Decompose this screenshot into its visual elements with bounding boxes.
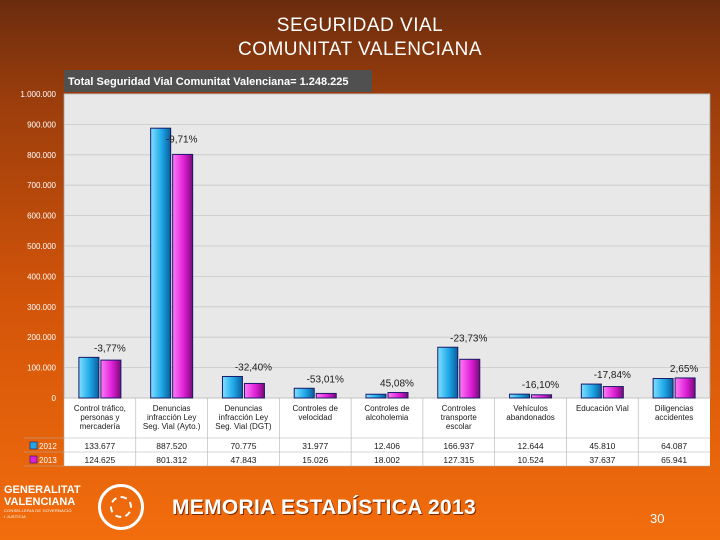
y-tick-label: 800.000 [27, 151, 56, 160]
x-category-label: Educación Vial [576, 404, 629, 413]
data-table-value: 70.775 [230, 441, 256, 451]
change-annotation: 45,08% [380, 379, 414, 390]
x-category-label: Controles de [364, 404, 410, 413]
bar-2012 [78, 356, 100, 399]
slide-title: SEGURIDAD VIAL COMUNITAT VALENCIANA [0, 14, 720, 62]
data-table-value: 64.087 [661, 441, 687, 451]
x-category-label: Controles [442, 404, 476, 413]
chart-title: Total Seguridad Vial Comunitat Valencian… [68, 76, 349, 88]
title-line-2: COMUNITAT VALENCIANA [237, 39, 482, 60]
page-number: 30 [650, 511, 665, 526]
x-category-label: Seg. Vial (Ayto.) [143, 422, 201, 431]
bar-2012 [365, 393, 387, 399]
logo-small-2: I JUSTÍCIA [4, 514, 27, 519]
bar-2013 [243, 382, 265, 399]
bar-2012 [509, 393, 531, 399]
bar-2013 [172, 153, 194, 399]
bar-2012 [652, 378, 674, 399]
x-category-label: personas y [80, 413, 119, 422]
data-table-value: 37.637 [589, 455, 615, 465]
x-category-label: escolar [446, 422, 472, 431]
y-tick-label: 0 [52, 394, 57, 403]
legend-swatch-2013 [29, 455, 38, 464]
x-category-label: velocidad [298, 413, 332, 422]
x-category-label: abandonados [506, 413, 555, 422]
change-annotation: -53,01% [307, 374, 344, 385]
data-table-value: 18.002 [374, 455, 400, 465]
y-tick-label: 200.000 [27, 333, 56, 342]
bar-2013 [100, 359, 122, 399]
data-table-value: 166.937 [443, 441, 474, 451]
bar-2012 [437, 346, 459, 399]
logo-text-1: GENERALITAT [4, 484, 81, 496]
y-tick-label: 100.000 [27, 364, 56, 373]
data-table-value: 12.644 [518, 441, 544, 451]
bar-2013 [674, 377, 696, 399]
x-category-label: Seg. Vial (DGT) [215, 422, 272, 431]
x-category-label: accidentes [655, 413, 693, 422]
y-tick-label: 600.000 [27, 212, 56, 221]
x-category-label: Control tráfico, [74, 404, 126, 413]
data-table-value: 12.406 [374, 441, 400, 451]
x-category-label: Diligencias [655, 404, 694, 413]
change-annotation: 2,65% [670, 364, 698, 375]
data-table-value: 887.520 [156, 441, 187, 451]
change-annotation: -17,84% [594, 370, 631, 381]
logo-small-1: CONSELLERIA DE GOVERNACIÓ [4, 508, 72, 513]
bar-chart: 0 100.000 200.000 300.000 400.000 500.000 600.… [0, 68, 720, 470]
chart-svg: 0 100.000 200.000 300.000 400.000 500.000 600.… [20, 70, 711, 467]
legend-label-2013: 2013 [39, 456, 57, 465]
y-tick-label: 900.000 [27, 120, 56, 129]
data-table-value: 133.677 [85, 441, 116, 451]
bar-2012 [150, 127, 172, 399]
title-line-1: SEGURIDAD VIAL [276, 15, 444, 36]
seal-icon [98, 484, 144, 530]
bar-2012 [221, 375, 243, 399]
bar-2013 [602, 386, 624, 399]
y-tick-label: 1.000.000 [20, 90, 56, 99]
logo-text-2: VALENCIANA [4, 496, 76, 508]
change-annotation: -32,40% [235, 362, 272, 373]
x-category-label: alcoholemia [366, 413, 409, 422]
x-category-label: transporte [441, 413, 478, 422]
x-category-label: Vehículos [513, 404, 548, 413]
change-annotation: -9,71% [166, 134, 198, 145]
bar-2012 [293, 387, 315, 399]
change-annotation: -23,73% [450, 333, 487, 344]
legend-swatch-2012 [29, 441, 38, 450]
data-table-value: 47.843 [230, 455, 256, 465]
memoria-banner: MEMORIA ESTADÍSTICA 2013 [172, 496, 476, 519]
data-table-value: 15.026 [302, 455, 328, 465]
x-category-label: Denuncias [225, 404, 263, 413]
data-table-value: 45.810 [589, 441, 615, 451]
change-annotation: -3,77% [94, 343, 126, 354]
bar-2013 [459, 358, 481, 399]
data-table-value: 31.977 [302, 441, 328, 451]
bar-2013 [387, 392, 409, 399]
data-table-value: 801.312 [156, 455, 187, 465]
data-table-value: 127.315 [443, 455, 474, 465]
x-category-label: mercadería [80, 422, 121, 431]
generalitat-logo: GENERALITAT VALENCIANA CONSELLERIA DE GO… [4, 484, 81, 520]
y-tick-label: 700.000 [27, 181, 56, 190]
x-category-label: Denuncias [153, 404, 191, 413]
bar-2013 [315, 392, 337, 399]
legend-label-2012: 2012 [39, 442, 57, 451]
y-tick-label: 500.000 [27, 242, 56, 251]
x-category-label: infracción Ley [219, 413, 268, 422]
bar-2012 [580, 383, 602, 399]
data-table-value: 65.941 [661, 455, 687, 465]
data-table-value: 10.524 [518, 455, 544, 465]
change-annotation: -16,10% [522, 380, 559, 391]
data-table-value: 124.625 [85, 455, 116, 465]
y-tick-label: 300.000 [27, 303, 56, 312]
y-tick-label: 400.000 [27, 272, 56, 281]
x-category-label: infracción Ley [147, 413, 196, 422]
chart-title-box [64, 70, 372, 92]
bar-2013 [531, 394, 553, 399]
x-category-label: Controles de [293, 404, 339, 413]
